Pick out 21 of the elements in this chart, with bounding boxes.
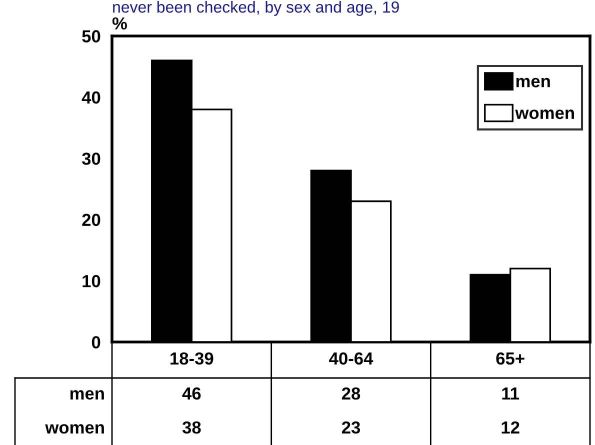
y-tick-label: 40 <box>82 91 100 104</box>
x-tick-label: 18-39 <box>170 352 214 365</box>
data-label: 38 <box>182 421 201 434</box>
text: men <box>70 390 104 400</box>
x-tick-label: 40-64 <box>329 352 374 365</box>
chart-title: never been checked, by sex and age, 19 <box>113 1 399 16</box>
data-label: 28 <box>342 387 360 400</box>
x-tick-label: 65+ <box>496 352 524 365</box>
y-tick-label: 20 <box>82 214 100 226</box>
text: women <box>45 424 104 434</box>
data-label: 12 <box>502 421 520 434</box>
y-tick-label: 0 <box>92 336 100 348</box>
y-tick-label: 30 <box>82 152 100 165</box>
legend-label: men <box>516 78 550 88</box>
y-axis-title: % <box>112 17 127 30</box>
legend-label: women <box>515 110 574 120</box>
data-label: 46 <box>182 387 201 400</box>
data-label: 11 <box>502 388 520 400</box>
y-tick-label: 50 <box>82 30 100 42</box>
y-tick-label: 10 <box>82 274 100 288</box>
data-label: 23 <box>342 421 360 434</box>
